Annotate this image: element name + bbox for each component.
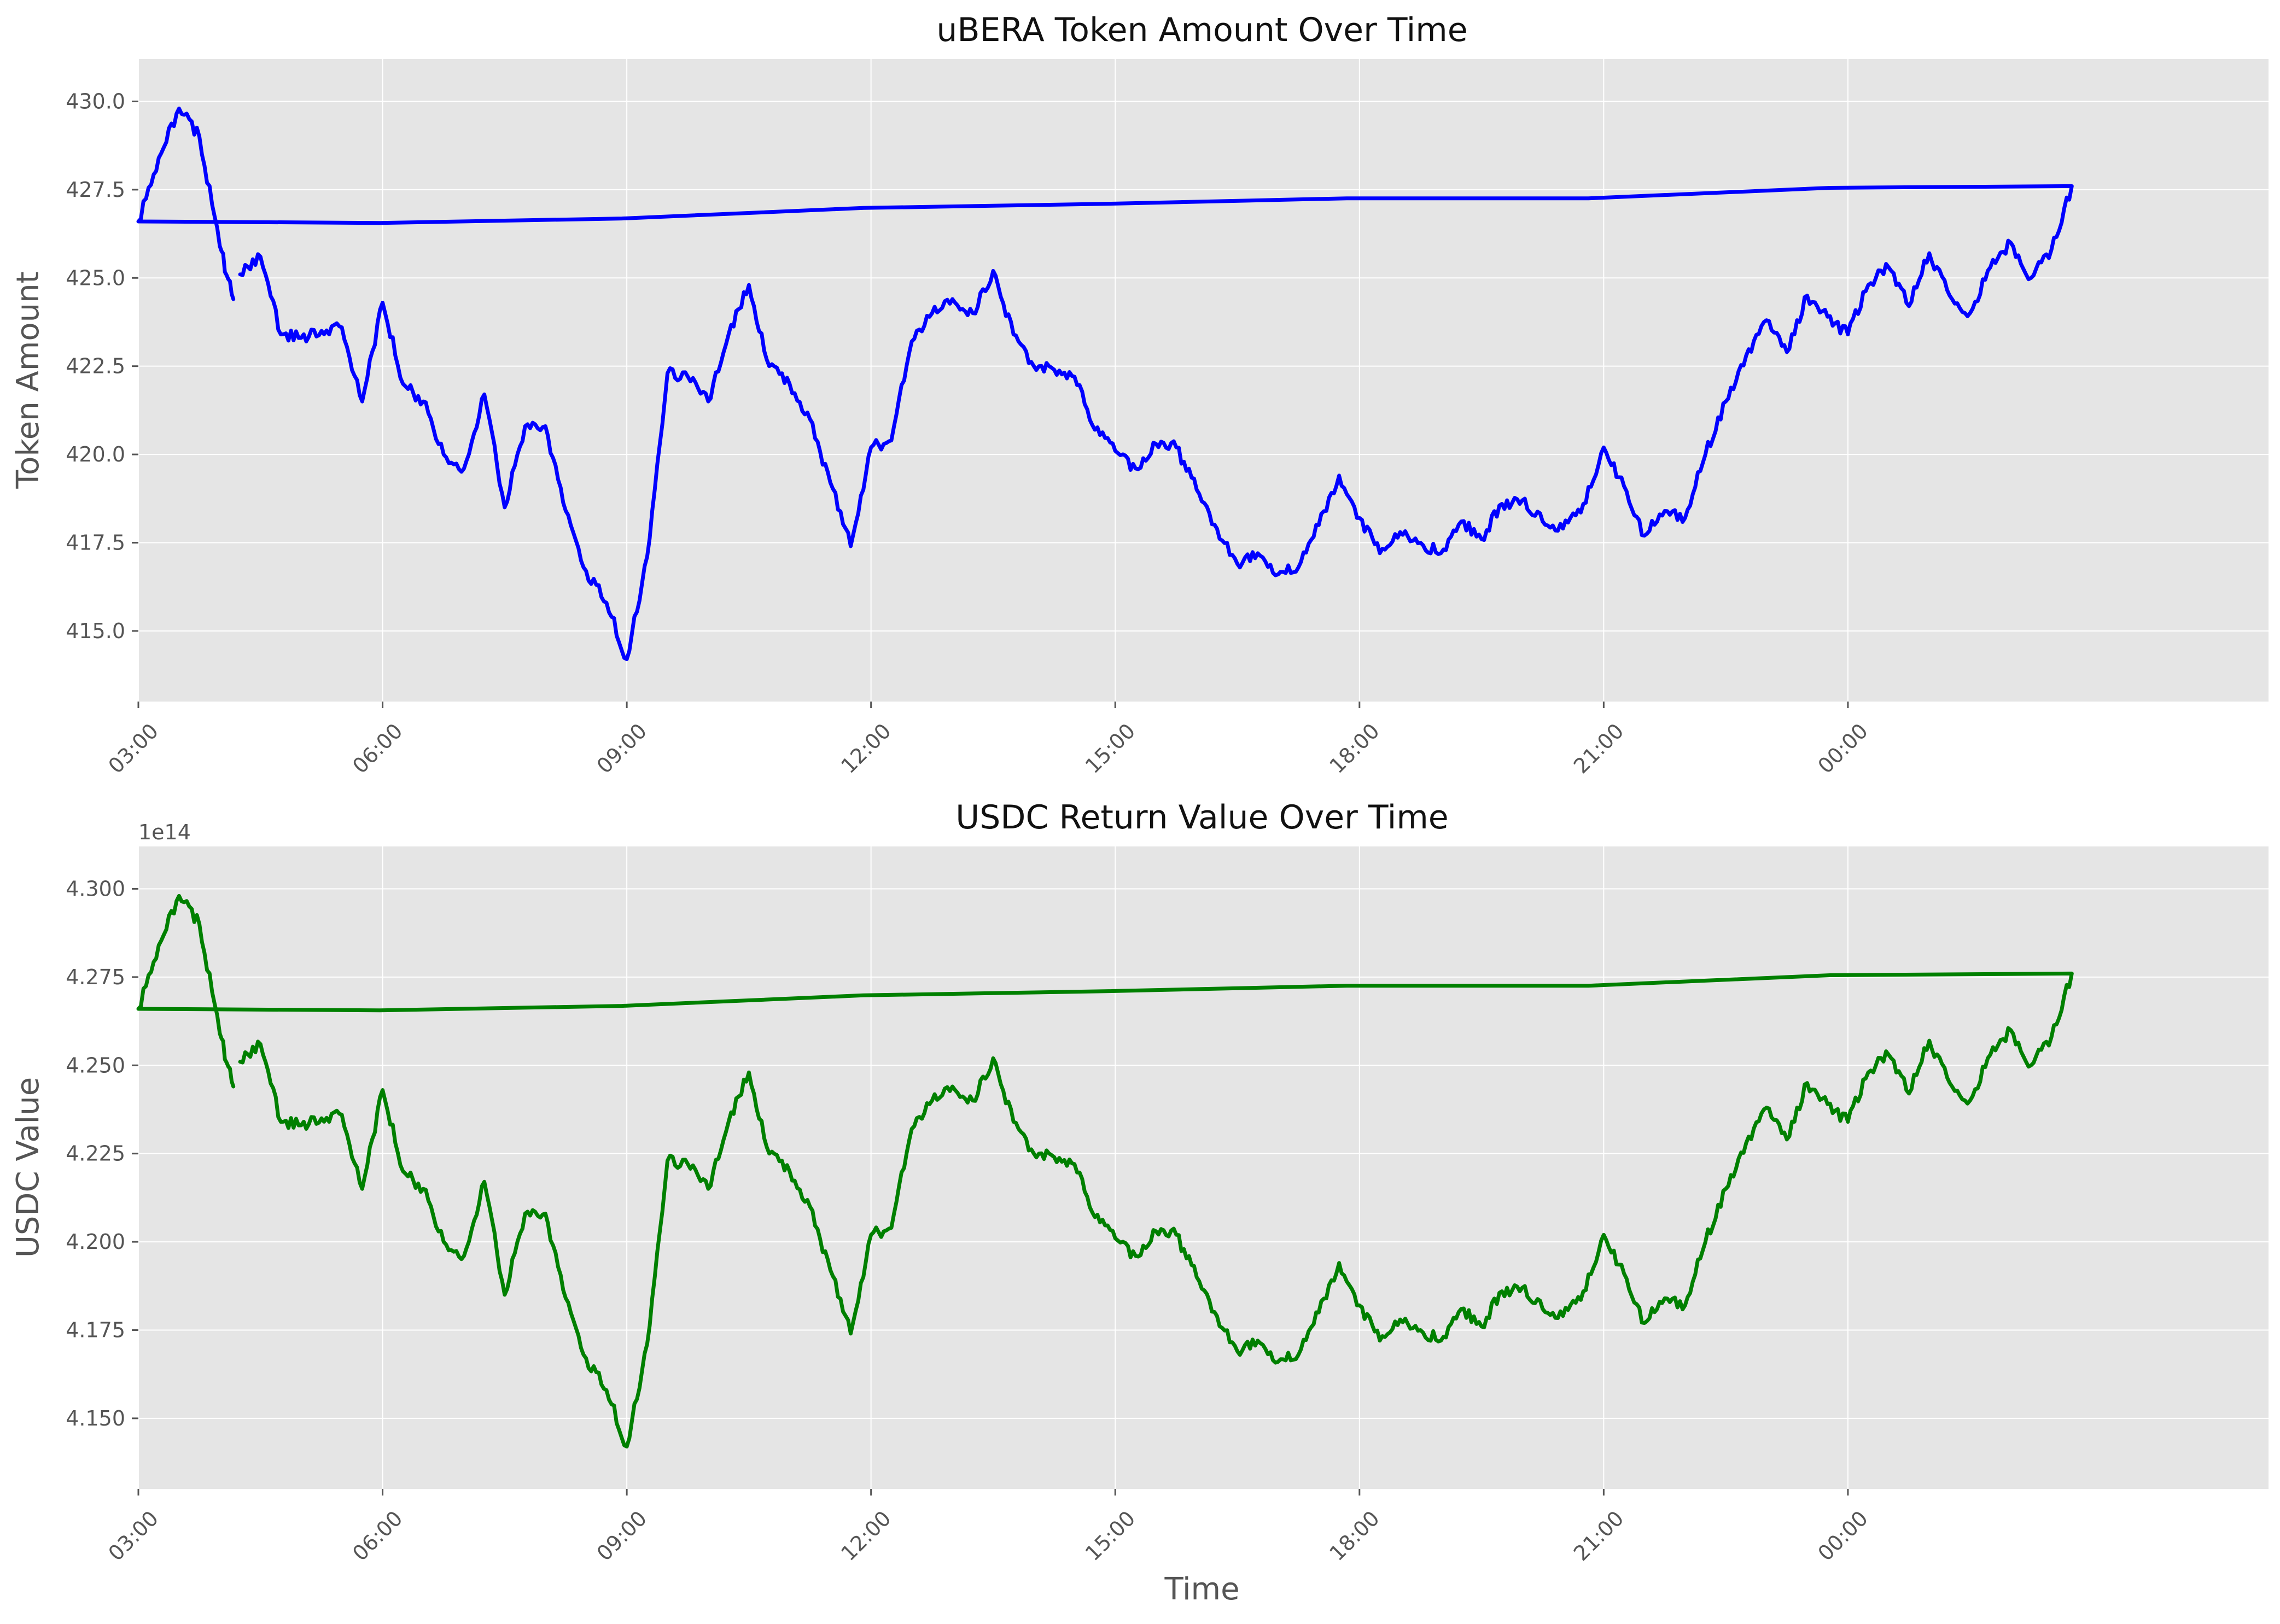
y-tick-label: 4.175 bbox=[66, 1318, 125, 1342]
x-axis-label: Time bbox=[1164, 1572, 1239, 1607]
y-tick-label: 4.200 bbox=[66, 1230, 125, 1254]
y-axis-ticks: 4.150 4.175 4.200 4.225 4.250 4.275 4.300 bbox=[66, 877, 138, 1430]
y-axis-label: USDC Value bbox=[10, 1077, 46, 1258]
token-amount-chart: uBERA Token Amount Over Time 415.0417.54… bbox=[10, 11, 2269, 778]
y-tick-label: 425.0 bbox=[66, 266, 125, 290]
y-tick-label: 422.5 bbox=[66, 354, 125, 378]
y-tick-label: 4.150 bbox=[66, 1406, 125, 1430]
usdc-value-series-line bbox=[136, 893, 2074, 1448]
usdc-value-chart: USDC Return Value Over Time 1e14 4.1504.… bbox=[10, 798, 2269, 1607]
y-tick-label: 415.0 bbox=[66, 619, 125, 643]
y-tick-label: 430.0 bbox=[66, 89, 125, 113]
y-tick-label: 427.5 bbox=[66, 178, 125, 202]
y-axis-offset-label: 1e14 bbox=[138, 820, 191, 844]
y-tick-label: 4.300 bbox=[66, 877, 125, 901]
token-amount-series-line bbox=[136, 106, 2074, 661]
plot-area bbox=[138, 59, 2269, 702]
gridlines bbox=[138, 59, 2269, 702]
plot-area bbox=[138, 846, 2269, 1489]
y-tick-label: 4.275 bbox=[66, 965, 125, 989]
y-tick-label: 417.5 bbox=[66, 530, 125, 554]
y-axis-ticks: 415.0 417.5 420.0 422.5 425.0 427.5 430.0 bbox=[66, 89, 138, 643]
chart-title: uBERA Token Amount Over Time bbox=[936, 11, 1467, 49]
chart-title: USDC Return Value Over Time bbox=[955, 798, 1448, 837]
gridlines bbox=[138, 846, 2269, 1489]
y-tick-label: 4.225 bbox=[66, 1142, 125, 1166]
y-tick-label: 4.250 bbox=[66, 1053, 125, 1077]
y-tick-label: 420.0 bbox=[66, 442, 125, 466]
y-axis-label: Token Amount bbox=[10, 271, 46, 489]
